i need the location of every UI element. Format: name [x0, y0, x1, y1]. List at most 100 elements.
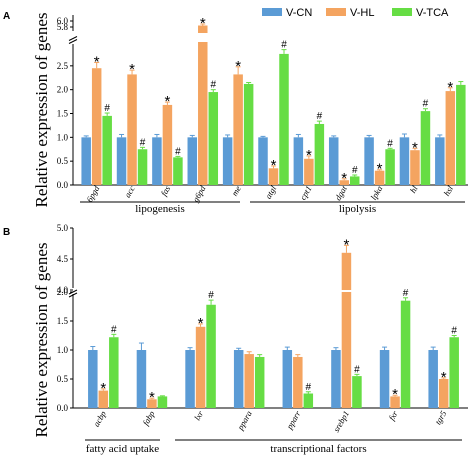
bar-v-cn-6pgd	[81, 137, 91, 185]
significance-star: *	[129, 61, 135, 78]
bar-v-cn-hsl	[435, 137, 445, 185]
bar-v-cn-acc	[116, 137, 127, 185]
bar-v-tca-atgl	[279, 53, 289, 185]
bar-v-hl-6pgd	[91, 68, 102, 185]
y-tick-label: 1.0	[57, 132, 69, 142]
legend-swatch-v-hl	[326, 8, 346, 16]
bar-v-hl-g6pd	[198, 42, 208, 185]
bar-v-tca-g6pd	[208, 92, 219, 185]
bar-v-tca-cpt1	[314, 123, 325, 185]
bar-v-tca-fas	[173, 157, 183, 185]
bar-v-hl-lpka	[374, 170, 385, 185]
significance-hash: #	[403, 288, 409, 299]
group-label: transcriptional factors	[270, 443, 366, 455]
bar-v-cn-g6pd	[187, 137, 198, 185]
significance-hash: #	[354, 364, 360, 375]
y-axis-label: Relative expression of genes	[32, 13, 51, 208]
category-label: fas	[159, 183, 173, 197]
axis-break-mark	[68, 292, 78, 298]
bar-v-tca-lpka	[385, 149, 395, 185]
significance-hash: #	[306, 382, 312, 393]
significance-hash: #	[210, 80, 216, 91]
significance-star: *	[200, 15, 206, 32]
y-tick-label: 2.0	[57, 287, 69, 297]
category-label: cpt1	[298, 184, 314, 202]
bar-v-cn-srebp1	[331, 350, 341, 408]
significance-star: *	[344, 236, 350, 253]
group-label: lipolysis	[339, 203, 376, 215]
bar-v-tca-hsl	[456, 84, 466, 185]
y-tick-label: 2.5	[57, 61, 69, 71]
bar-v-hl-dgat	[339, 180, 349, 185]
category-label: atgl	[263, 183, 279, 200]
significance-hash: #	[352, 165, 358, 176]
significance-star: *	[392, 386, 398, 403]
significance-hash: #	[423, 99, 429, 110]
significance-star: *	[149, 389, 155, 406]
bar-v-cn-acbp	[88, 350, 98, 408]
legend-label-v-tca: V-TCA	[416, 7, 449, 19]
significance-star: *	[306, 147, 312, 164]
bar-v-tca-ppara	[254, 356, 265, 408]
category-label: lpka	[368, 184, 384, 202]
significance-hash: #	[111, 324, 117, 335]
bar-v-tca-fxr	[400, 300, 411, 408]
y-tick-label: 4.0	[57, 285, 69, 295]
significance-hash: #	[451, 326, 457, 337]
legend-label-v-cn: V-CN	[286, 7, 312, 19]
y-tick-label: 4.5	[57, 254, 69, 264]
bar-v-tca-6pgd	[102, 115, 112, 185]
significance-star: *	[412, 139, 418, 156]
significance-hash: #	[387, 138, 393, 149]
bar-v-tca-lxr	[206, 304, 216, 408]
chart-panel-a: A Relative expression of genes 0.0 0.5 1.0 1.…	[3, 11, 468, 215]
category-label: me	[229, 184, 243, 198]
legend-swatch-v-tca	[392, 8, 412, 16]
bar-v-cn-me	[222, 137, 233, 185]
category-label: acbp	[91, 409, 108, 428]
bar-v-cn-fas	[152, 137, 162, 185]
bar-v-cn-atgl	[258, 137, 268, 185]
legend-label-v-hl: V-HL	[350, 7, 374, 19]
bar-v-cn-tgr5	[428, 350, 438, 408]
significance-star: *	[235, 58, 241, 75]
significance-hash: #	[317, 111, 323, 122]
bar-v-hl-hl	[410, 150, 420, 185]
bar-v-tca-dgat	[349, 176, 360, 185]
axis-break-mark	[68, 39, 78, 44]
category-label: pparr	[284, 408, 303, 431]
bar-v-hl-ppara	[244, 354, 254, 408]
bar-v-tca-pparr	[303, 393, 314, 408]
y-tick-label: 0.0	[57, 403, 69, 413]
y-axis-label: Relative expression of genes	[32, 243, 51, 438]
bar-v-tca-hl	[420, 111, 431, 185]
bar-v-cn-fabp	[136, 350, 147, 408]
bar-v-cn-cpt1	[293, 137, 304, 185]
significance-star: *	[271, 157, 277, 174]
bar-v-tca-srebp1	[352, 376, 362, 408]
category-label: hl	[408, 183, 420, 194]
panel-label: A	[3, 11, 10, 22]
bar-v-hl-tgr5	[438, 379, 449, 408]
bar-v-tca-acbp	[109, 337, 119, 408]
legend: V-CN V-HL V-TCA	[262, 7, 449, 19]
significance-star: *	[441, 369, 447, 386]
y-tick-label: 1.5	[57, 109, 69, 119]
category-label: srebp1	[331, 409, 351, 434]
group-label: fatty acid uptake	[86, 443, 159, 455]
bar-v-hl-fxr	[390, 396, 400, 408]
bar-v-cn-ppara	[233, 350, 244, 408]
group-label: lipogenesis	[135, 203, 185, 215]
bar-v-tca-fabp	[157, 396, 168, 408]
y-tick-label: 5.8	[57, 22, 69, 32]
significance-star: *	[164, 93, 170, 110]
bar-v-hl-lxr	[195, 326, 206, 408]
bar-v-hl-fas	[162, 104, 173, 185]
category-label: tgr5	[433, 409, 449, 426]
bar-v-cn-lxr	[185, 350, 195, 408]
bar-v-cn-dgat	[328, 137, 339, 185]
category-label: 6pgd	[84, 183, 102, 203]
significance-hash: #	[140, 137, 146, 148]
panel-label: B	[3, 227, 10, 238]
bar-v-tca-tgr5	[449, 337, 459, 408]
